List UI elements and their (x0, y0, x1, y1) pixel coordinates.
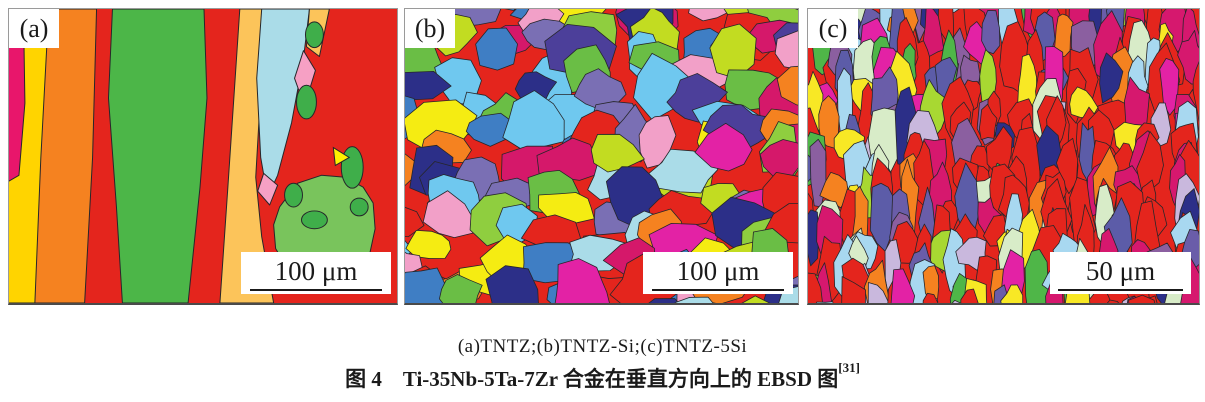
ebsd-panel-c: (c) 50 μm (807, 8, 1200, 305)
scale-bar-c: 50 μm (1050, 252, 1191, 294)
panel-label-a: (a) (9, 9, 59, 48)
figure-caption: 图 4 Ti-35Nb-5Ta-7Zr 合金在垂直方向上的 EBSD 图[31] (0, 360, 1205, 393)
panel-row: (a) 100 μm (b) 100 μm (c) 50 μm (8, 8, 1200, 305)
panel-label-text: (a) (19, 13, 49, 43)
scale-bar-line (652, 288, 784, 291)
scale-bar-line (250, 288, 382, 291)
ebsd-panel-a: (a) 100 μm (8, 8, 398, 305)
ebsd-map-b (405, 9, 798, 303)
scale-bar-line (1058, 288, 1183, 291)
figure-subcaption: (a)TNTZ;(b)TNTZ-Si;(c)TNTZ-5Si (457, 336, 748, 357)
scale-bar-b: 100 μm (643, 252, 793, 294)
panel-label-b: (b) (405, 9, 455, 48)
panel-label-text: (c) (818, 13, 848, 43)
figure-caption-text: 图 4 Ti-35Nb-5Ta-7Zr 合金在垂直方向上的 EBSD 图 (345, 367, 839, 391)
scale-bar-text: 50 μm (1085, 255, 1156, 286)
figure-caption-reference: [31] (838, 360, 860, 375)
scale-bar-a: 100 μm (241, 252, 391, 294)
ebsd-panel-b: (b) 100 μm (404, 8, 799, 305)
panel-label-text: (b) (414, 13, 446, 43)
panel-label-c: (c) (808, 9, 858, 48)
scale-bar-text: 100 μm (274, 255, 358, 286)
scale-bar-text: 100 μm (676, 255, 760, 286)
